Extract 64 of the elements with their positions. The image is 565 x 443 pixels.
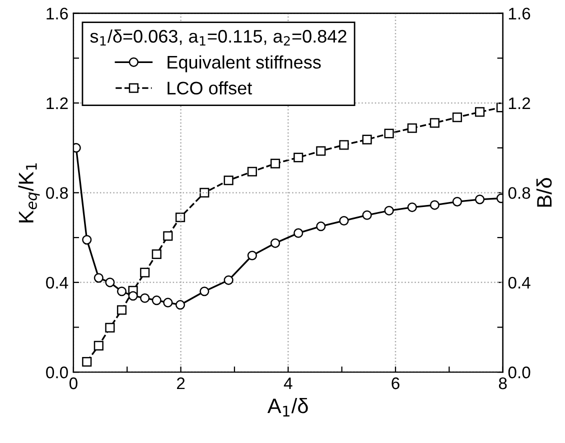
y2-axis-title: B/δ bbox=[536, 178, 552, 207]
point bbox=[384, 206, 394, 216]
point bbox=[407, 123, 417, 133]
y2-tick-label: 1.2 bbox=[508, 97, 530, 110]
point bbox=[362, 210, 372, 220]
point bbox=[430, 118, 440, 128]
point bbox=[163, 298, 173, 308]
point bbox=[270, 238, 280, 248]
x-tick-label: 8 bbox=[498, 377, 507, 390]
y-tick-label: 0.8 bbox=[46, 187, 68, 199]
x-tick-label: 2 bbox=[177, 377, 185, 390]
point bbox=[407, 202, 417, 212]
point bbox=[140, 293, 150, 303]
point bbox=[105, 322, 115, 333]
point bbox=[247, 166, 257, 176]
point bbox=[294, 152, 304, 162]
legend-label: Equivalent stiffness bbox=[168, 55, 321, 72]
point bbox=[140, 268, 150, 278]
y-axis-title: K$_{eq}$/K$_{1}$ bbox=[18, 163, 40, 222]
y-tick-label: 0.4 bbox=[46, 276, 68, 289]
point bbox=[105, 278, 115, 288]
point bbox=[474, 194, 485, 204]
x-axis-title: A$_{1}$/δ bbox=[267, 398, 308, 416]
x-tick-label: 6 bbox=[392, 377, 400, 390]
point bbox=[316, 146, 326, 156]
point bbox=[247, 250, 257, 260]
point bbox=[430, 200, 440, 210]
point bbox=[128, 291, 138, 301]
point bbox=[339, 216, 349, 226]
point bbox=[316, 222, 326, 232]
point bbox=[82, 235, 92, 245]
point bbox=[116, 305, 127, 315]
y-tick-label: 1.6 bbox=[46, 8, 68, 20]
y2-tick-label: 0.4 bbox=[508, 276, 530, 289]
point bbox=[200, 188, 210, 198]
point bbox=[294, 228, 304, 238]
x-tick-label: 4 bbox=[284, 378, 292, 390]
point bbox=[94, 273, 104, 283]
y-tick-label: 0.0 bbox=[46, 366, 68, 378]
point bbox=[200, 286, 210, 296]
y-tick-label: 1.2 bbox=[46, 97, 68, 110]
point bbox=[270, 158, 280, 168]
y2-tick-label: 0.8 bbox=[508, 187, 530, 199]
point bbox=[452, 112, 462, 122]
point bbox=[224, 176, 234, 186]
point bbox=[152, 249, 162, 259]
point bbox=[94, 340, 104, 350]
x-tick-label: 0 bbox=[69, 377, 78, 390]
point bbox=[224, 275, 234, 285]
legend-title: s$_{1}$/δ=0.063, a$_{1}$=0.115, a$_{2}$=0.842 bbox=[90, 29, 346, 46]
point bbox=[152, 296, 162, 306]
y2-tick-label: 1.6 bbox=[508, 8, 530, 20]
point bbox=[175, 300, 186, 310]
point bbox=[175, 212, 186, 222]
point bbox=[452, 196, 462, 206]
point bbox=[339, 140, 349, 150]
y2-tick-label: 0.0 bbox=[508, 366, 530, 378]
point bbox=[384, 128, 394, 138]
point bbox=[82, 357, 92, 367]
point bbox=[163, 231, 173, 241]
point bbox=[362, 134, 372, 144]
point bbox=[116, 286, 127, 296]
point bbox=[474, 107, 485, 117]
legend-label: LCO offset bbox=[168, 81, 252, 95]
